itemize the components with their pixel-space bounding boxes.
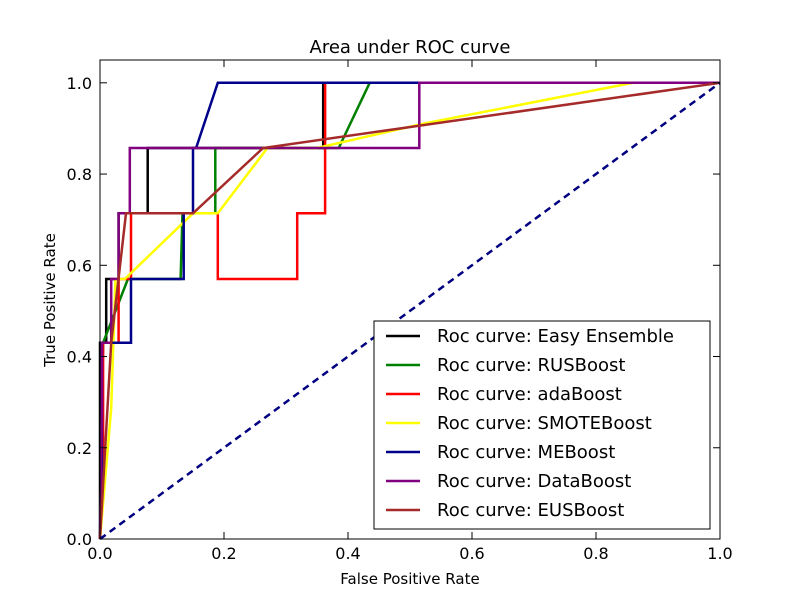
legend-label-databoost: Roc curve: DataBoost	[437, 471, 631, 492]
legend-box	[373, 320, 711, 530]
legend-label-rusboost: Roc curve: RUSBoost	[437, 355, 625, 376]
plot-frame	[99, 59, 721, 540]
y-tick-label: 0.8	[67, 165, 92, 184]
x-tick-label: 0.4	[335, 544, 360, 563]
x-tick-label: 0.0	[87, 544, 112, 563]
y-axis-label: True Positive Rate	[41, 233, 59, 368]
chart-title: Area under ROC curve	[310, 37, 511, 58]
series-line-chance	[99, 81, 721, 541]
x-tick-label: 1.0	[707, 544, 732, 563]
series-line-eusboost	[98, 81, 721, 540]
x-tick-label: 0.6	[459, 544, 484, 563]
y-tick-label: 0.6	[67, 256, 92, 275]
y-tick-label: 0.2	[67, 439, 92, 458]
x-tick-label: 0.8	[583, 544, 608, 563]
legend-label-meboost: Roc curve: MEBoost	[437, 442, 615, 463]
x-tick-label: 0.2	[211, 544, 236, 563]
series-layer	[98, 81, 721, 541]
y-tick-label: 0.0	[67, 530, 92, 549]
y-tick-label: 1.0	[67, 74, 92, 93]
legend: Roc curve: Easy Ensemble Roc curve: RUSBo…	[373, 320, 711, 530]
y-tick-label: 0.4	[67, 348, 92, 367]
legend-label-easy-ensemble: Roc curve: Easy Ensemble	[437, 326, 674, 347]
x-axis-label: False Positive Rate	[340, 570, 479, 588]
legend-label-eusboost: Roc curve: EUSBoost	[437, 500, 624, 521]
legend-label-adaboost: Roc curve: adaBoost	[437, 384, 622, 405]
legend-label-smoteboost: Roc curve: SMOTEBoost	[437, 413, 652, 434]
series-line-databoost	[98, 81, 720, 540]
ticks-layer: 0.0 0.2 0.4 0.6 0.8 1.0 0.0 0.2 0.4 0.6 0.8 1.0	[67, 60, 733, 563]
